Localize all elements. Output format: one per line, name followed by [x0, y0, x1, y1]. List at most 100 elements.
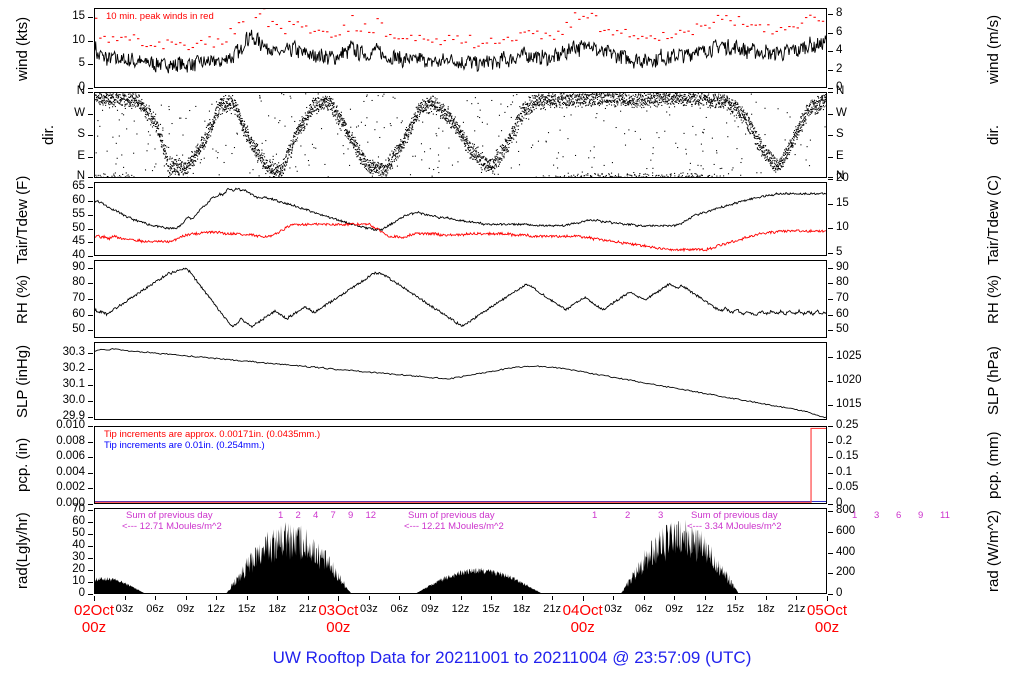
tick-mark — [828, 381, 833, 382]
tick-mark — [828, 177, 833, 178]
x-hour-label: 09z — [176, 603, 195, 615]
pcp-left-tick-4: 0.002 — [56, 481, 85, 494]
pcp-right-tick-3: 0.1 — [836, 465, 852, 478]
tick-mark — [828, 356, 833, 358]
x-hour-tick — [277, 596, 279, 600]
slp-right-tick-2: 1015 — [836, 398, 862, 411]
rad-hour-label: 2 — [295, 510, 301, 521]
pcp-left-tick-0: 0.010 — [56, 419, 85, 431]
tick-mark — [88, 384, 93, 386]
rh-right-tick-4: 50 — [836, 323, 849, 336]
temperature-plot — [95, 187, 826, 253]
tick-mark — [88, 558, 93, 560]
temp-left-tick-3: 50 — [72, 221, 85, 234]
tick-mark — [88, 135, 93, 136]
tick-mark — [88, 570, 93, 572]
pcp-left-tick-5: 0.000 — [56, 497, 85, 509]
x-tick-mark — [94, 596, 95, 601]
dir-left-tick-0: N — [76, 85, 85, 97]
slp-right-axis-label: SLP (hPa) — [985, 346, 1002, 416]
x-hour-label: 06z — [634, 603, 653, 615]
rad-right-tick-3: 200 — [836, 566, 856, 579]
tick-mark — [828, 531, 833, 533]
x-tick-mark — [338, 596, 340, 601]
direction-scatter — [95, 93, 826, 177]
x-hour-tick — [613, 596, 615, 600]
tick-mark — [828, 314, 833, 316]
pcp-note-red: Tip increments are approx. 0.00171in. (0… — [104, 429, 321, 440]
x-day-label-1: 03Oct 00z — [318, 602, 359, 636]
dir-left-tick-4: N — [76, 170, 85, 182]
tick-mark — [88, 534, 93, 536]
dir-right-tick-2: S — [836, 128, 844, 140]
rad-left-tick-6: 10 — [72, 575, 85, 588]
x-hour-label: 12z — [207, 603, 226, 615]
dir-right-tick-1: W — [836, 106, 847, 119]
rad-right-tick-2: 400 — [836, 545, 856, 558]
tick-mark — [828, 228, 833, 230]
panel-temperature — [94, 182, 827, 256]
tick-mark — [828, 511, 833, 513]
pcp-note-blue: Tip increments are 0.01in. (0.254mm.) — [104, 440, 265, 451]
dir-left-tick-3: E — [77, 149, 85, 162]
rh-left-tick-4: 50 — [72, 323, 85, 336]
x-hour-tick — [674, 596, 676, 600]
slp-left-axis-label: SLP (inHg) — [14, 344, 31, 418]
temp-right-tick-3: 5 — [836, 246, 843, 259]
x-hour-tick — [460, 596, 462, 600]
slp-left-tick-2: 30.1 — [62, 377, 85, 390]
rad-right-tick-0: 800 — [836, 504, 856, 517]
tick-mark — [88, 369, 93, 371]
slp-left-tick-1: 30.2 — [62, 362, 85, 375]
rad-daysum-value-2: <--- 3.34 MJoules/m^2 — [687, 521, 782, 532]
dir-left-tick-2: S — [77, 128, 85, 140]
rad-left-tick-5: 20 — [72, 563, 85, 576]
slp-right-tick-0: 1025 — [836, 349, 862, 362]
rh-left-tick-3: 60 — [72, 307, 85, 320]
tick-mark — [88, 283, 93, 285]
x-hour-label: 15z — [482, 603, 500, 615]
wind-right-tick-3: 2 — [836, 62, 843, 75]
pcp-right-tick-0: 0.25 — [836, 419, 859, 431]
rh-right-tick-3: 60 — [836, 307, 849, 320]
tick-mark — [828, 88, 833, 89]
dir-left-tick-1: W — [74, 106, 85, 119]
rad-hour-label: 9 — [348, 510, 354, 521]
tick-mark — [828, 32, 833, 34]
wind-left-tick-3: 0 — [78, 81, 85, 93]
pcp-left-tick-2: 0.006 — [56, 450, 85, 463]
x-hour-tick — [643, 596, 645, 600]
x-hour-label: 18z — [268, 603, 287, 615]
wind-right-tick-4: 0 — [836, 81, 843, 93]
slp-left-tick-0: 30.3 — [62, 346, 85, 359]
slp-right-tick-1: 1020 — [836, 374, 862, 386]
rad-hour-label: 1 — [592, 510, 598, 521]
tick-mark — [828, 441, 833, 443]
x-hour-label: 03z — [604, 603, 623, 615]
tick-mark — [88, 330, 93, 332]
tick-mark — [88, 353, 93, 355]
x-hour-label: 06z — [390, 603, 409, 615]
tick-mark — [88, 267, 93, 269]
x-hour-tick — [185, 596, 187, 600]
x-hour-tick — [765, 596, 767, 600]
rad-left-tick-7: 0 — [78, 587, 85, 599]
slp-left-tick-3: 30.0 — [62, 393, 85, 406]
tick-mark — [88, 582, 93, 584]
rh-left-tick-2: 70 — [72, 292, 85, 304]
temp-right-tick-2: 10 — [836, 221, 849, 234]
tick-mark — [88, 546, 93, 548]
tick-mark — [88, 88, 93, 89]
rad-hour-label: 1 — [852, 510, 858, 521]
tick-mark — [88, 242, 93, 244]
pcp-plot — [95, 427, 826, 503]
rad-hour-label: 1 — [278, 510, 284, 521]
x-tick-mark — [827, 596, 828, 601]
pcp-left-axis-label: pcp. (in) — [14, 437, 31, 493]
temp-left-tick-5: 40 — [72, 249, 85, 261]
tick-mark — [88, 441, 93, 443]
rad-hour-label: 9 — [918, 510, 924, 521]
temp-left-tick-4: 45 — [72, 235, 85, 248]
tick-mark — [828, 113, 833, 115]
dir-right-tick-0: N — [836, 85, 845, 97]
